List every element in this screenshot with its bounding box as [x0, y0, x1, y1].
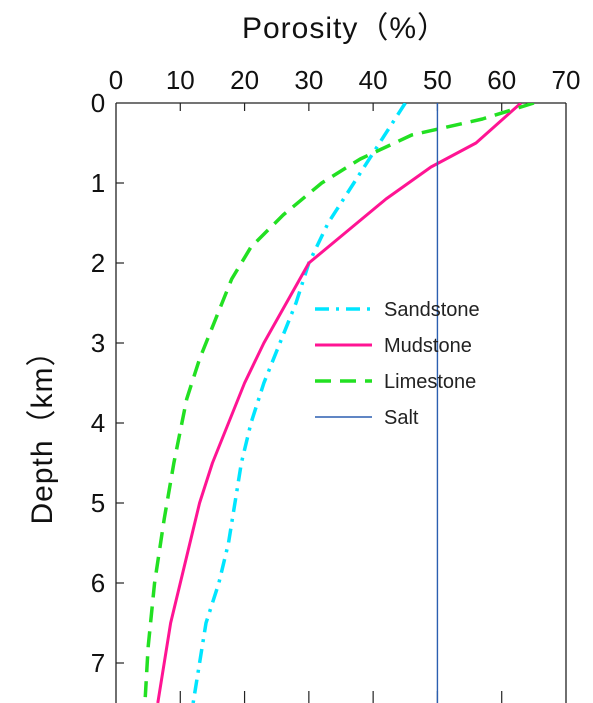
x-tick-label: 0 — [109, 65, 123, 95]
y-axis-ticks: 0 1 2 3 4 5 6 7 — [91, 88, 124, 678]
legend-sandstone-label: Sandstone — [384, 299, 480, 321]
y-tick-label: 5 — [91, 488, 105, 518]
y-tick-label: 2 — [91, 248, 105, 278]
series-sandstone-line — [191, 103, 407, 703]
x-tick-label: 20 — [230, 65, 259, 95]
series-layer — [143, 103, 535, 703]
y-tick-label: 7 — [91, 648, 105, 678]
y-axis-title: Depth（km） — [26, 335, 59, 524]
x-axis-title: Porosity（%） — [242, 12, 448, 45]
series-mudstone-line — [156, 103, 522, 703]
x-tick-label: 30 — [294, 65, 323, 95]
x-tick-label: 70 — [552, 65, 581, 95]
y-tick-label: 6 — [91, 568, 105, 598]
y-tick-label: 3 — [91, 328, 105, 358]
legend-mudstone-label: Mudstone — [384, 335, 472, 357]
series-limestone-line — [143, 103, 535, 703]
y-tick-label: 1 — [91, 168, 105, 198]
x-tick-label: 50 — [423, 65, 452, 95]
legend-salt-label: Salt — [384, 407, 419, 429]
x-tick-label: 10 — [166, 65, 195, 95]
legend-limestone-label: Limestone — [384, 371, 476, 393]
y-tick-label: 0 — [91, 88, 105, 118]
x-tick-label: 60 — [487, 65, 516, 95]
x-tick-label: 40 — [359, 65, 388, 95]
y-tick-label: 4 — [91, 408, 105, 438]
x-axis-ticks: 0 10 20 30 40 50 60 70 — [109, 65, 581, 703]
legend: Sandstone Mudstone Limestone Salt — [315, 299, 480, 429]
